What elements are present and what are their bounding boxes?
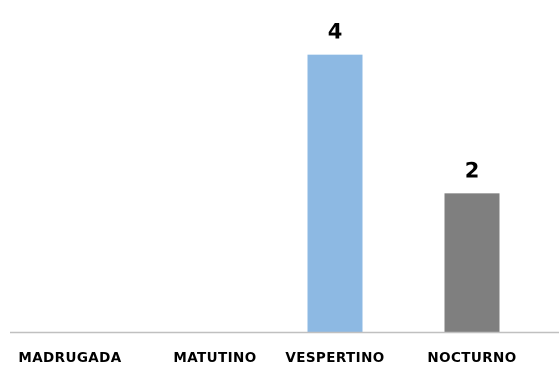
data-label-nocturno: 2 [465, 158, 480, 182]
bar-nocturno [444, 193, 500, 332]
tick-label-madrugada: MADRUGADA [18, 350, 121, 366]
data-label-vespertino: 4 [328, 20, 343, 44]
tick-label-matutino: MATUTINO [173, 350, 256, 366]
data-labels-group: 42 [328, 20, 480, 183]
tick-label-vespertino: VESPERTINO [285, 350, 384, 366]
bars-group [307, 54, 500, 333]
tick-label-nocturno: NOCTURNO [427, 350, 516, 366]
category-labels-group: MADRUGADA MATUTINO VESPERTINO NOCTURNO [18, 350, 516, 366]
bar-vespertino [307, 54, 363, 333]
